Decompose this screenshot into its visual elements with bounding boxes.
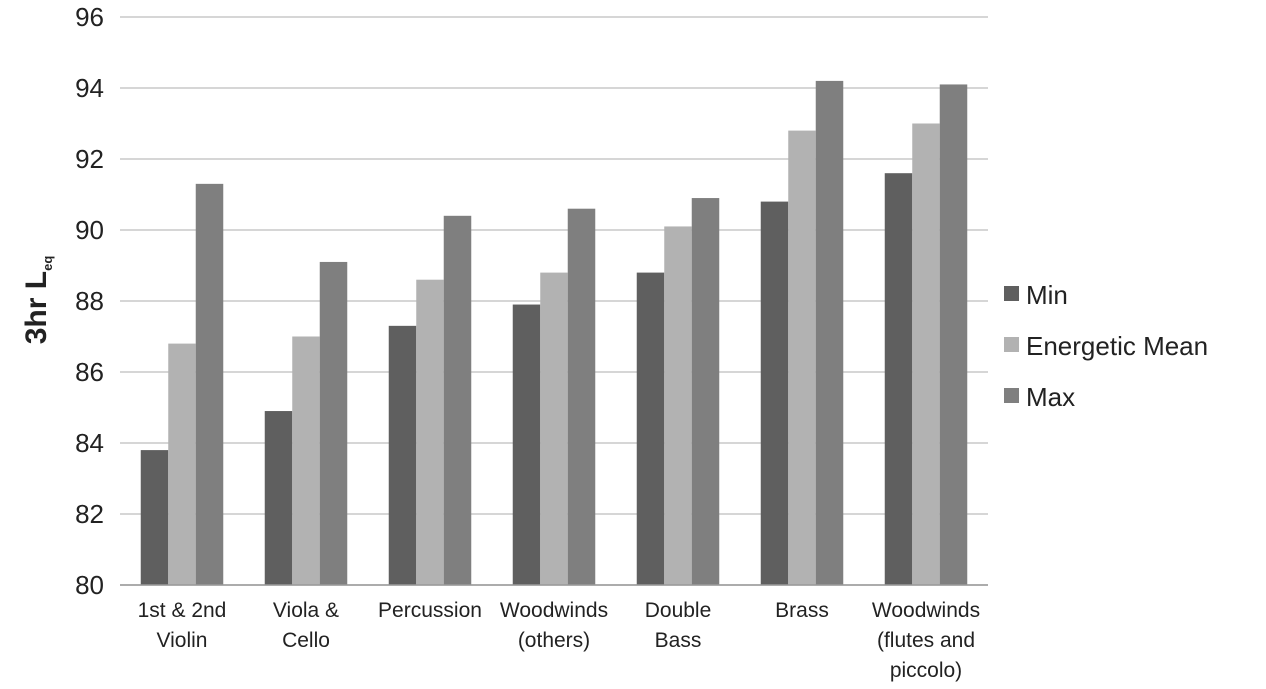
- bar-min: [264, 411, 293, 585]
- bar-energetic-mean: [292, 336, 320, 585]
- y-tick-label: 92: [75, 144, 104, 174]
- y-tick-label: 94: [75, 73, 104, 103]
- bar-energetic-mean: [664, 226, 692, 585]
- bar-min: [884, 173, 913, 585]
- bar-max: [195, 183, 224, 585]
- bar-max: [691, 198, 720, 586]
- y-tick-label: 88: [75, 286, 104, 316]
- y-tick-label: 80: [75, 570, 104, 600]
- legend-swatch: [1004, 337, 1019, 352]
- bar-max: [319, 261, 348, 585]
- legend: Min Energetic Mean Max: [1004, 280, 1208, 412]
- y-tick-label: 96: [75, 2, 104, 32]
- bar-energetic-mean: [540, 272, 568, 585]
- bar-min: [512, 304, 541, 585]
- y-tick-label: 84: [75, 428, 104, 458]
- legend-label: Max: [1026, 382, 1075, 412]
- bar-energetic-mean: [912, 123, 940, 585]
- x-category-label: 1st & 2nd Violin: [138, 599, 227, 652]
- y-tick-label: 90: [75, 215, 104, 245]
- bars: [140, 80, 968, 586]
- legend-swatch: [1004, 388, 1019, 403]
- x-category-label: Viola & Cello: [273, 599, 339, 652]
- x-category-label: Woodwinds (others): [500, 599, 608, 652]
- bar-energetic-mean: [416, 279, 444, 585]
- x-category-label: Double Bass: [645, 599, 712, 652]
- x-category-labels: 1st & 2nd Violin Viola & Cello Percussion Woo…: [138, 599, 980, 682]
- x-category-label: Woodwinds (flutes and piccolo): [872, 599, 980, 682]
- bar-max: [939, 84, 968, 585]
- bar-max: [443, 215, 472, 586]
- legend-swatch: [1004, 286, 1019, 301]
- bar-energetic-mean: [168, 343, 196, 585]
- bar-min: [636, 272, 665, 585]
- legend-label: Energetic Mean: [1026, 331, 1208, 361]
- y-tick-labels: 80 82 84 86 88 90 92 94 96: [75, 2, 104, 600]
- bar-min: [140, 450, 169, 585]
- y-axis-label: 3hr Leq: [20, 256, 55, 345]
- bar-max: [815, 80, 844, 586]
- y-tick-label: 86: [75, 357, 104, 387]
- x-category-label: Percussion: [378, 599, 482, 622]
- y-axis-label-subscript: eq: [40, 256, 55, 271]
- x-category-label: Brass: [775, 599, 829, 622]
- bar-energetic-mean: [788, 130, 816, 585]
- y-tick-label: 82: [75, 499, 104, 529]
- y-axis-label-main: 3hr L: [20, 271, 53, 344]
- bar-min: [388, 325, 417, 585]
- bar-max: [567, 208, 596, 585]
- bar-min: [760, 201, 789, 585]
- legend-label: Min: [1026, 280, 1068, 310]
